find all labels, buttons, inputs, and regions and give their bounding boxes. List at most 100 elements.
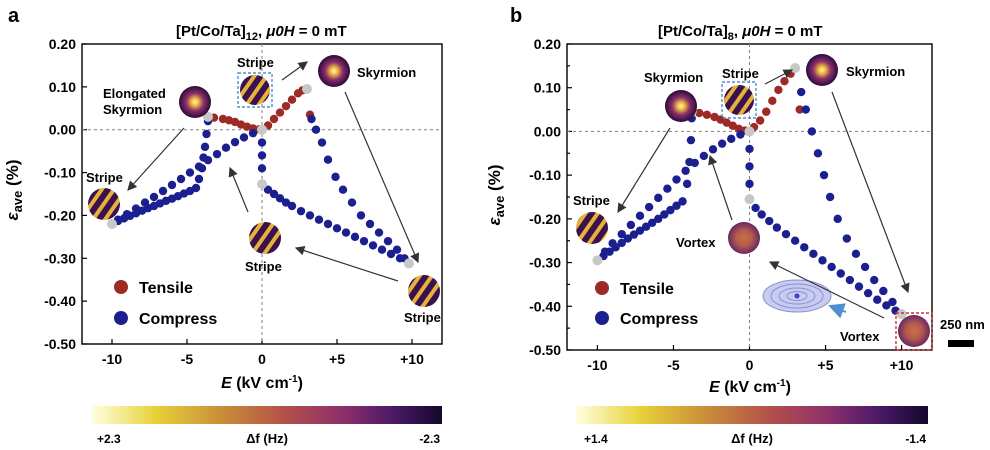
mfm-b-vortex-center-image: [728, 222, 760, 254]
compress-point: [176, 174, 186, 184]
compress-point: [842, 234, 852, 243]
transition-point: [302, 84, 312, 94]
tensile-point: [795, 105, 804, 114]
compress-point: [836, 269, 845, 278]
compress-point: [185, 168, 195, 177]
compress-point: [647, 218, 657, 227]
mfm-b-stripe-top-image: [724, 85, 754, 115]
label-b-skyrmion-left: Skyrmion: [644, 70, 703, 85]
compress-point: [654, 214, 663, 224]
compress-point: [666, 205, 675, 215]
compress-point: [311, 125, 321, 134]
compress-point: [350, 232, 360, 242]
panel-b-ticks: -10 -5 0 +5 +10 0.20 0.10 0.00 -0.10 -0.20 -0.30 -0…: [529, 36, 914, 373]
b-stripe-inset-frame: [721, 81, 757, 119]
arrow-vortex-schematic: [828, 303, 847, 319]
y-tick-label: -0.50: [44, 336, 76, 352]
compress-point: [681, 166, 690, 175]
compress-point: [708, 145, 718, 154]
panel-a-data-points: [107, 84, 414, 269]
compress-point: [167, 180, 177, 190]
compress-point: [660, 210, 669, 219]
mfm-stripe-center-image: [249, 222, 281, 254]
compress-point: [359, 236, 369, 246]
tensile-point: [762, 107, 771, 116]
y-tick-label: 0.00: [49, 122, 76, 138]
compress-point: [736, 130, 745, 139]
colorbar-a-gradient: [92, 406, 442, 424]
compress-point: [745, 179, 754, 189]
compress-point: [202, 129, 211, 139]
legend-compress-label: Compress: [139, 311, 217, 328]
compress-point: [314, 215, 324, 224]
compress-point: [790, 236, 800, 245]
mfm-stripe-left-image: [88, 188, 120, 220]
compress-point: [818, 256, 827, 265]
tensile-point: [287, 95, 297, 104]
transition-point: [896, 309, 907, 320]
transition-point: [257, 124, 267, 135]
y-tick-label: -0.40: [529, 298, 561, 314]
compress-point: [257, 138, 267, 147]
tensile-point: [755, 116, 765, 125]
x-tick-label: -10: [587, 357, 607, 373]
label-b-vortex-right: Vortex: [840, 329, 880, 344]
compress-point: [623, 234, 633, 243]
x-tick-label: -10: [102, 351, 122, 367]
arrow-b-skyrmion-to-vortex: [831, 91, 910, 294]
label-stripe-right: Stripe: [404, 310, 441, 325]
arrow-elongated-to-stripe: [127, 127, 185, 191]
y-tick-label: 0.20: [534, 36, 561, 52]
compress-point: [644, 202, 654, 212]
arrow-b-stripe-to-skyrmion: [764, 69, 794, 85]
b-vortex-red-frame: [895, 312, 933, 351]
compress-point: [672, 175, 681, 184]
scale-bar-label: 250 nm: [940, 317, 985, 332]
compress-point: [347, 198, 357, 207]
tensile-point: [695, 108, 704, 118]
label-stripe-center: Stripe: [245, 259, 282, 274]
legend-b-tensile-marker: [595, 281, 609, 295]
tensile-point: [780, 76, 789, 86]
compress-point: [617, 238, 626, 248]
compress-point: [307, 114, 316, 124]
vortex-schematic: [762, 279, 832, 313]
compress-point: [212, 149, 222, 159]
tensile-point: [774, 85, 783, 95]
panel-a-ylabel: εave (%): [3, 159, 25, 220]
compress-point: [287, 201, 297, 211]
compress-point: [629, 230, 639, 239]
label-stripe-left: Stripe: [86, 170, 123, 185]
panel-b-data-points: [592, 63, 907, 320]
tensile-point: [768, 96, 777, 106]
arrow-right-stripe-back: [294, 246, 399, 282]
label-b-stripe-left: Stripe: [573, 193, 610, 208]
compress-point: [751, 203, 760, 213]
compress-point: [257, 164, 267, 173]
compress-point: [699, 151, 709, 161]
y-tick-label: -0.20: [44, 207, 76, 223]
colorbar-a-right: -2.3: [419, 432, 440, 446]
panel-b-xlabel: E (kV cm-1): [709, 378, 791, 396]
compress-point: [888, 297, 897, 307]
compress-point: [797, 87, 806, 97]
compress-point: [854, 282, 864, 291]
transition-point: [107, 219, 117, 229]
transition-point: [257, 179, 267, 190]
label-skyrmion: Skyrmion: [357, 65, 416, 80]
compress-point: [600, 247, 610, 256]
mfm-b-vortex-right-image: [898, 315, 930, 347]
compress-point: [879, 286, 888, 296]
colorbar-a: +2.3 Δf (Hz) -2.3: [92, 406, 442, 446]
compress-point: [717, 139, 727, 148]
colorbar-a-center: Δf (Hz): [246, 431, 288, 446]
tensile-point: [269, 114, 279, 124]
compress-point: [845, 275, 855, 285]
compress-point: [365, 219, 375, 229]
y-tick-label: -0.10: [529, 167, 561, 183]
compress-point: [833, 214, 842, 224]
compress-point: [873, 295, 882, 304]
compress-point: [341, 228, 351, 237]
arrow-stripe-to-skyrmion: [281, 61, 308, 81]
label-stripe-top: Stripe: [237, 55, 274, 70]
